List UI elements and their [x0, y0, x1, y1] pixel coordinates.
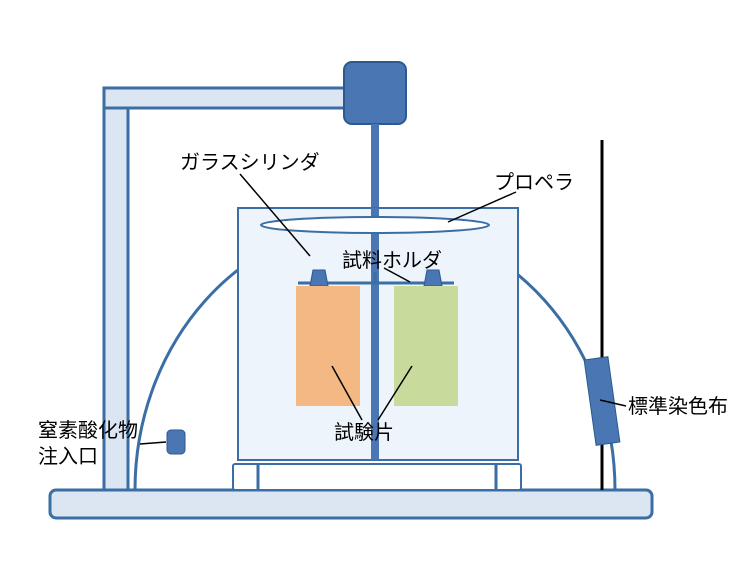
label-sample-holder: 試料ホルダ	[342, 248, 442, 274]
label-glass-cylinder: ガラスシリンダ	[180, 150, 320, 176]
label-specimen: 試験片	[334, 420, 394, 446]
label-nox-inlet: 窒素酸化物 注入口	[38, 418, 138, 470]
label-propeller: プロペラ	[494, 170, 574, 196]
label-standard-dyed-cloth: 標準染色布	[628, 394, 728, 420]
apparatus-diagram	[0, 0, 750, 562]
